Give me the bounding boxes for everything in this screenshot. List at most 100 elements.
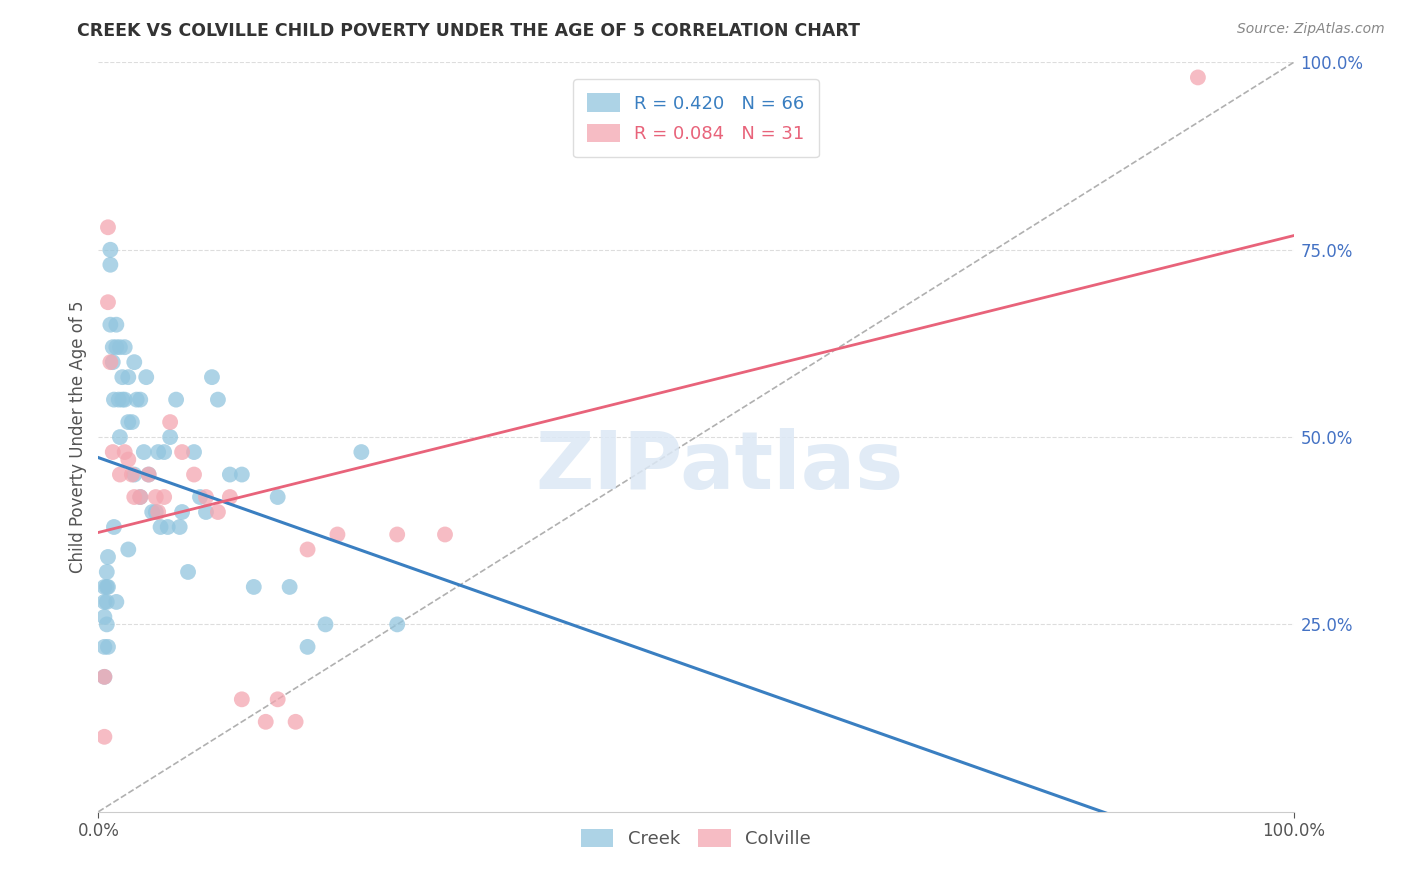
Point [125,392,148,407]
Point [96,617,118,632]
Point [297,542,319,557]
Point [169,520,191,534]
Point [135,370,157,384]
Point [93,730,115,744]
Point [93,640,115,654]
Point [93,670,115,684]
Text: Source: ZipAtlas.com: Source: ZipAtlas.com [1237,22,1385,37]
Point [145,505,167,519]
Point [111,370,134,384]
Point [188,490,211,504]
Point [207,392,229,407]
Point [159,430,181,444]
Point [114,340,136,354]
Point [132,445,155,459]
Point [114,392,136,407]
Point [385,617,409,632]
Point [201,370,224,384]
Point [129,392,152,407]
Point [93,595,115,609]
Point [231,692,253,706]
Point [101,355,124,369]
Point [117,415,139,429]
Point [350,445,373,459]
Point [93,580,115,594]
Point [138,467,160,482]
Point [105,595,128,609]
Point [149,520,172,534]
Point [231,467,253,482]
Point [148,445,170,459]
Point [97,580,120,594]
Point [114,445,136,459]
Point [153,445,176,459]
Point [254,714,277,729]
Point [219,490,242,504]
Point [219,467,242,482]
Point [267,692,290,706]
Point [129,490,152,504]
Point [159,415,181,429]
Point [124,490,146,504]
Point [97,640,120,654]
Point [101,445,124,459]
Point [108,340,131,354]
Point [156,520,179,534]
Point [124,467,146,482]
Point [97,549,120,564]
Point [93,670,115,684]
Point [117,452,139,467]
Point [97,295,120,310]
Point [278,580,301,594]
Point [1187,70,1209,85]
Point [98,243,122,257]
Point [98,318,122,332]
Point [96,565,118,579]
Y-axis label: Child Poverty Under the Age of 5: Child Poverty Under the Age of 5 [69,301,87,574]
Point [108,467,131,482]
Point [97,220,120,235]
Point [315,617,337,632]
Point [145,490,167,504]
Point [117,542,139,557]
Point [138,467,160,482]
Point [183,467,205,482]
Point [111,392,134,407]
Point [141,505,163,519]
Point [434,527,457,541]
Legend: Creek, Colville: Creek, Colville [574,822,818,855]
Point [284,714,307,729]
Point [195,490,218,504]
Point [153,490,176,504]
Point [96,580,118,594]
Point [107,392,129,407]
Point [129,490,152,504]
Point [93,610,115,624]
Point [98,258,122,272]
Point [385,527,409,541]
Point [326,527,349,541]
Point [243,580,266,594]
Point [101,340,124,354]
Point [117,370,139,384]
Point [177,565,200,579]
Point [103,520,125,534]
Point [172,445,194,459]
Point [165,392,187,407]
Point [105,318,128,332]
Point [267,490,290,504]
Point [96,595,118,609]
Point [195,505,218,519]
Text: CREEK VS COLVILLE CHILD POVERTY UNDER THE AGE OF 5 CORRELATION CHART: CREEK VS COLVILLE CHILD POVERTY UNDER TH… [77,22,860,40]
Point [121,467,143,482]
Point [183,445,205,459]
Point [148,505,170,519]
Point [105,340,128,354]
Point [124,355,146,369]
Point [172,505,194,519]
Point [98,355,122,369]
Point [207,505,229,519]
Point [108,430,131,444]
Point [297,640,319,654]
Point [103,392,125,407]
